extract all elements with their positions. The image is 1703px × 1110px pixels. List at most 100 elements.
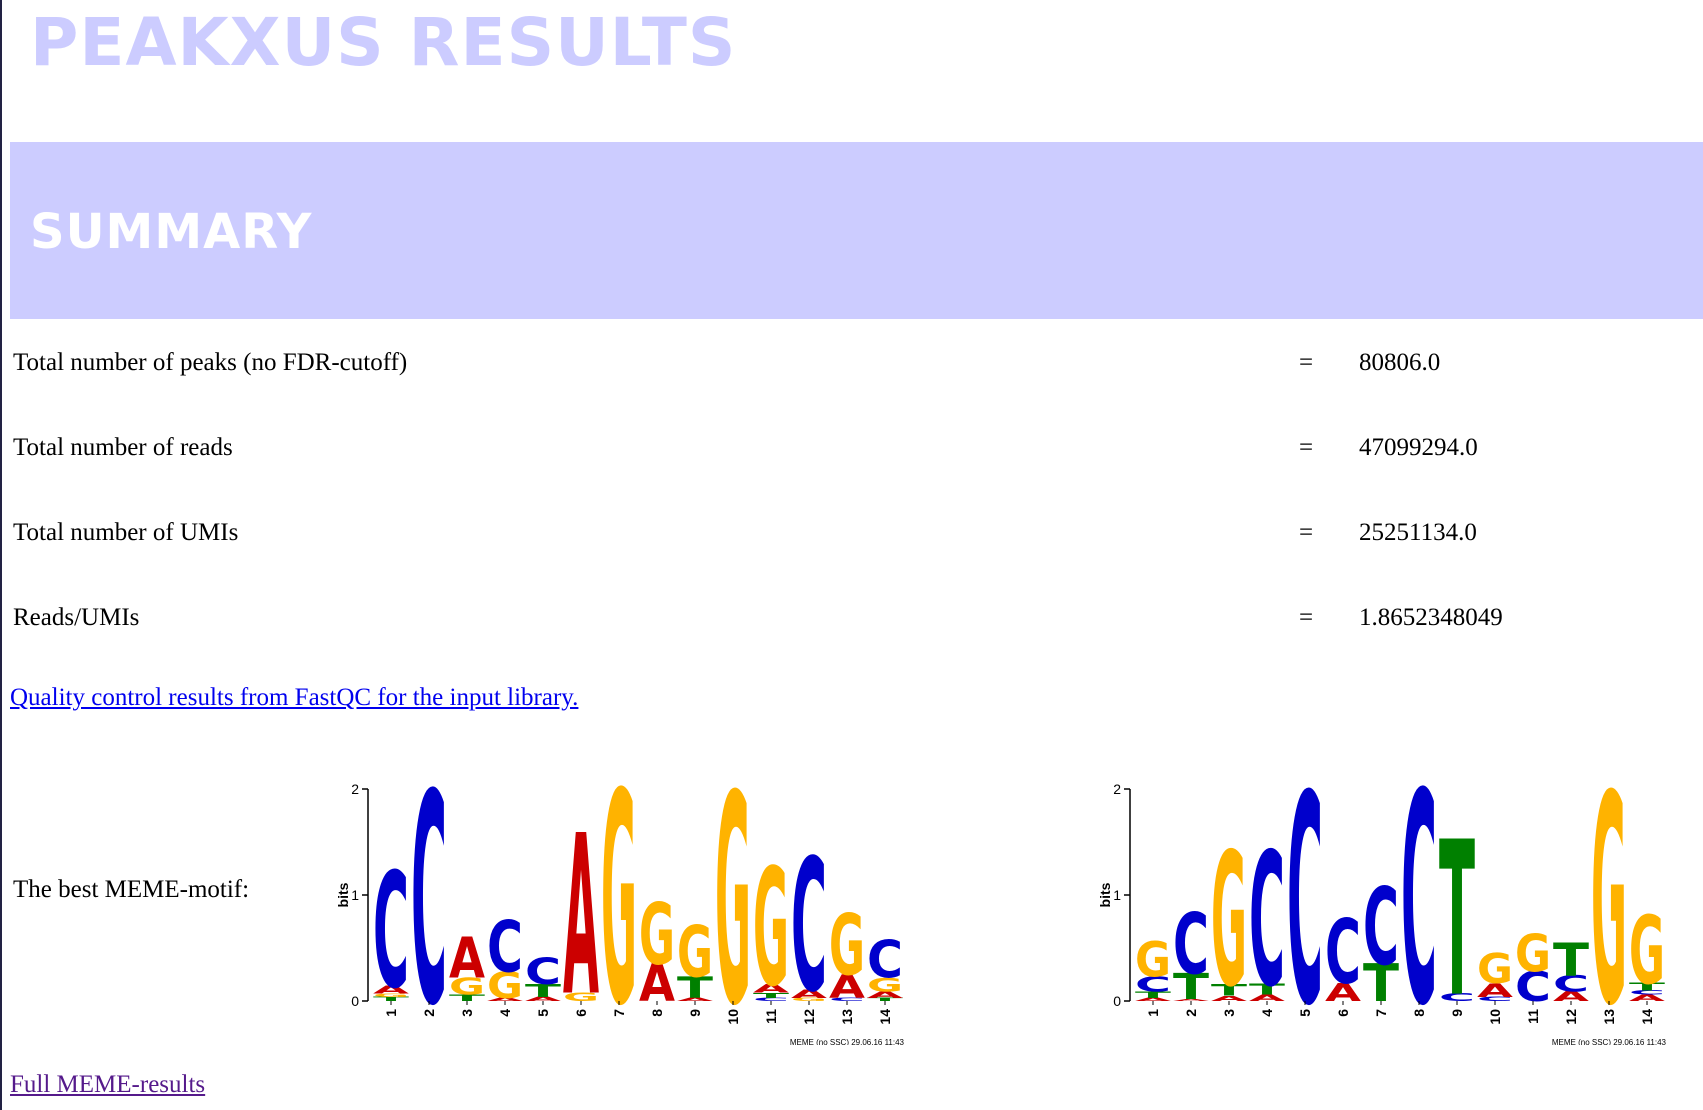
x-tick-label: 8: [1411, 1009, 1427, 1017]
logo-letter-a: A: [677, 997, 713, 1002]
logo-letter-t: T: [753, 991, 790, 999]
logo-letter-t: T: [1553, 933, 1589, 986]
logo-letter-g: G: [639, 886, 675, 985]
table-row: Total number of UMIs = 25251134.0: [10, 490, 1703, 575]
x-tick-label: 3: [1221, 1009, 1237, 1017]
logo-letter-c: C: [1363, 866, 1399, 989]
logo-letter-c: C: [1553, 972, 1589, 998]
motif-label: The best MEME-motif:: [13, 876, 250, 903]
logo-letter-g: G: [1211, 815, 1247, 1029]
motif-logo-1: 0 1 2 bits T G A C 1 C 2 T G A 3 A G C 4 A T C 5 G A 6 G 7 A G 8 A T G 9 G 1…: [322, 765, 942, 1045]
logo-letter-a: A: [829, 969, 866, 1007]
logo-letter-t: T: [677, 971, 714, 1005]
logo-letter-g: G: [1629, 896, 1665, 1006]
logo-letter-a: A: [525, 996, 561, 1003]
logo-letter-c: C: [1325, 902, 1361, 1004]
logo-letter-a: A: [563, 790, 599, 1045]
x-tick-label: 13: [1601, 1009, 1617, 1025]
logo-letter-g: G: [373, 993, 409, 998]
logo-letter-c: C: [791, 820, 827, 1032]
y-axis-label: bits: [335, 882, 351, 907]
stat-equals: =: [1299, 433, 1314, 461]
logo-letter-a: A: [753, 982, 789, 996]
x-tick-label: 1: [383, 1009, 399, 1017]
logo-letter-g: G: [677, 912, 713, 994]
x-tick-label: 4: [1259, 1009, 1275, 1017]
x-tick-label: 12: [801, 1009, 817, 1025]
x-tick-label: 2: [1183, 1009, 1199, 1017]
logo-footer: MEME (no SSC) 29.06.16 11:43: [1552, 1038, 1667, 1045]
logo-letter-c: C: [373, 840, 409, 1025]
logo-letter-a: A: [1477, 979, 1514, 1002]
stat-value-peaks: 80806.0: [1359, 348, 1441, 376]
stat-equals: =: [1299, 603, 1314, 631]
logo-letter-a: A: [1249, 993, 1286, 1003]
logo-letter-c: C: [1173, 897, 1209, 994]
x-tick-label: 8: [649, 1009, 665, 1017]
logo-letter-c: C: [1401, 765, 1437, 1045]
x-tick-label: 7: [1373, 1009, 1389, 1017]
stat-label-reads-per-umi: Reads/UMIs: [13, 603, 140, 631]
x-tick-label: 10: [1487, 1009, 1503, 1025]
logo-letter-c: C: [1135, 973, 1171, 997]
x-tick-label: 5: [1297, 1009, 1313, 1017]
logo-letter-g: G: [449, 974, 485, 1001]
logo-letter-c: C: [1287, 765, 1323, 1045]
logo-letter-a: A: [373, 984, 410, 996]
x-tick-label: 9: [1449, 1009, 1465, 1017]
x-tick-label: 10: [725, 1009, 741, 1025]
logo-letter-g: G: [601, 765, 637, 1045]
logo-letter-t: T: [867, 997, 904, 1002]
fastqc-link[interactable]: Quality control results from FastQC for …: [10, 684, 579, 711]
full-meme-results-link[interactable]: Full MEME-results: [10, 1071, 206, 1098]
x-tick-label: 13: [839, 1009, 855, 1025]
stat-label-umis: Total number of UMIs: [13, 518, 239, 546]
logo-letter-g: G: [715, 765, 751, 1045]
logo-letter-g: G: [753, 834, 789, 1023]
logo-letter-g: G: [563, 990, 599, 1004]
logo-letter-g: G: [791, 997, 827, 1002]
x-tick-label: 14: [1639, 1009, 1655, 1025]
summary-header-band: SUMMARY: [10, 142, 1703, 319]
logo-letter-c: C: [525, 950, 561, 993]
x-tick-label: 6: [1335, 1009, 1351, 1017]
summary-table: Total number of peaks (no FDR-cutoff) = …: [10, 320, 1703, 660]
y-tick-label: 1: [351, 887, 359, 903]
logo-letter-g: G: [1477, 946, 1513, 994]
logo-letter-a: A: [449, 927, 486, 992]
x-tick-label: 1: [1145, 1009, 1161, 1017]
y-tick-label: 1: [1113, 887, 1121, 903]
x-tick-label: 3: [459, 1009, 475, 1017]
table-row: Reads/UMIs = 1.8652348049: [10, 575, 1703, 660]
logo-footer: MEME (no SSC) 29.06.16 11:43: [790, 1038, 905, 1045]
table-row: Total number of reads = 47099294.0: [10, 405, 1703, 490]
stat-equals: =: [1299, 518, 1314, 546]
logo-letter-g: G: [1135, 932, 1171, 989]
logo-letter-t: T: [1629, 981, 1665, 993]
page-left-border: [0, 0, 2, 1110]
page-title: PEAKXUS RESULTS: [30, 4, 737, 81]
x-tick-label: 2: [421, 1009, 437, 1017]
x-tick-label: 9: [687, 1009, 703, 1017]
logo-letter-a: A: [867, 990, 904, 1000]
logo-letter-g: G: [487, 963, 523, 1006]
logo-letter-g: G: [1515, 925, 1551, 984]
logo-letter-c: C: [411, 765, 447, 1045]
stat-value-reads: 47099294.0: [1359, 433, 1478, 461]
y-axis-label: bits: [1097, 882, 1113, 907]
logo-letter-t: T: [1173, 967, 1210, 1008]
logo-letter-g: G: [867, 974, 903, 997]
logo-letter-a: A: [1629, 993, 1666, 1003]
x-tick-label: 7: [611, 1009, 627, 1017]
stat-value-umis: 25251134.0: [1359, 518, 1477, 546]
logo-letter-a: A: [1553, 989, 1589, 1004]
logo-letter-t: T: [1439, 796, 1475, 1044]
logo-letter-c: C: [1249, 815, 1285, 1029]
logo-letter-a: A: [487, 997, 523, 1002]
logo-letter-c: C: [829, 997, 865, 1002]
stat-equals: =: [1299, 348, 1314, 376]
logo-letter-c: C: [1629, 989, 1665, 996]
logo-letter-t: T: [449, 993, 485, 1003]
stat-label-reads: Total number of reads: [13, 433, 233, 461]
